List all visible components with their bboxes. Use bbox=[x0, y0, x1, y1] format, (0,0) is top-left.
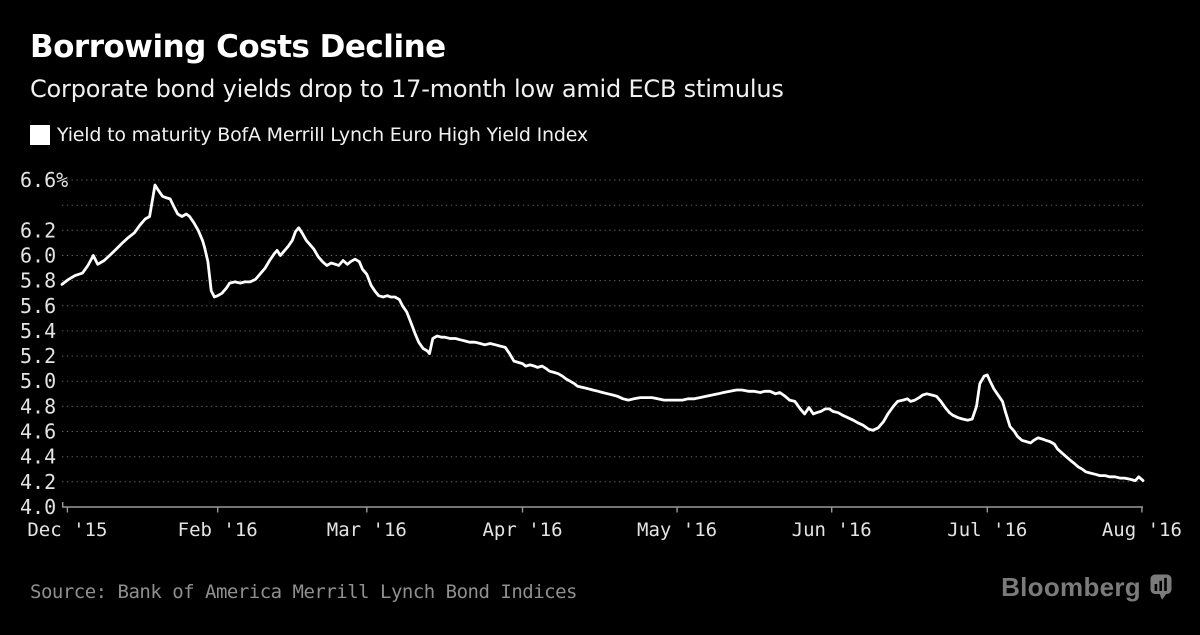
y-tick-label-5: 5.4 bbox=[20, 319, 56, 343]
x-tick-label-2: Mar '16 bbox=[327, 519, 407, 541]
y-tick-label-8: 4.8 bbox=[20, 394, 56, 418]
page-title: Borrowing Costs Decline bbox=[30, 29, 446, 65]
y-tick-label-12: 4.0 bbox=[20, 495, 56, 519]
y-tick-label-1: 6.2 bbox=[20, 218, 56, 242]
x-tick-label-5: Jun '16 bbox=[792, 519, 872, 541]
y-tick-label-9: 4.6 bbox=[20, 420, 56, 444]
y-tick-label-10: 4.4 bbox=[20, 445, 56, 469]
y-tick-label-2: 6.0 bbox=[20, 244, 56, 268]
y-tick-label-4: 5.6 bbox=[20, 294, 56, 318]
legend-swatch-icon bbox=[30, 125, 50, 145]
y-tick-label-6: 5.2 bbox=[20, 344, 56, 368]
bloomberg-wordmark: Bloomberg bbox=[1001, 571, 1141, 602]
x-tick-label-3: Apr '16 bbox=[482, 519, 562, 541]
y-tick-label-3: 5.8 bbox=[20, 269, 56, 293]
y-tick-label-0: 6.6% bbox=[20, 168, 68, 192]
y-tick-label-11: 4.2 bbox=[20, 470, 56, 494]
chart-legend: Yield to maturity BofA Merrill Lynch Eur… bbox=[30, 124, 588, 146]
bloomberg-logo: Bloomberg bbox=[1001, 571, 1173, 603]
legend-label: Yield to maturity BofA Merrill Lynch Eur… bbox=[57, 124, 588, 146]
x-tick-label-6: Jul '16 bbox=[947, 519, 1027, 541]
bloomberg-chart-bubble-icon bbox=[1150, 574, 1172, 600]
y-tick-label-7: 5.0 bbox=[20, 369, 56, 393]
x-tick-label-1: Feb '16 bbox=[178, 519, 258, 541]
chart-subtitle: Corporate bond yields drop to 17-month l… bbox=[30, 75, 784, 103]
x-tick-label-4: May '16 bbox=[637, 519, 717, 541]
x-tick-label-0: Dec '15 bbox=[27, 519, 107, 541]
source-note: Source: Bank of America Merrill Lynch Bo… bbox=[30, 581, 577, 603]
x-tick-label-7: Aug '16 bbox=[1102, 519, 1182, 541]
yield-series-line bbox=[60, 183, 1145, 483]
